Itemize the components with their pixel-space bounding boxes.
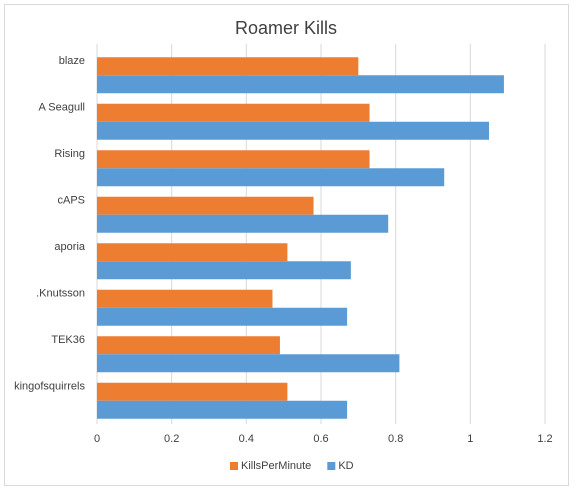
- y-tick-label: A Seagull: [39, 102, 85, 114]
- bar: [97, 382, 288, 401]
- y-tick-label: Rising: [54, 148, 85, 160]
- legend-label: KillsPerMinute: [241, 460, 311, 472]
- x-tick-label: 0.4: [239, 433, 254, 445]
- bar: [97, 214, 389, 233]
- legend-label: KD: [338, 460, 353, 472]
- x-tick-label: 0.2: [164, 433, 179, 445]
- bar: [97, 103, 370, 122]
- bar: [97, 307, 348, 326]
- y-tick-label: aporia: [54, 241, 85, 253]
- bar: [97, 57, 359, 76]
- chart-title: Roamer Kills: [235, 18, 337, 38]
- y-tick-label: cAPS: [57, 195, 85, 207]
- y-tick-label: .Knutsson: [36, 288, 85, 300]
- x-tick-label: 1.2: [537, 433, 552, 445]
- bar: [97, 336, 280, 355]
- bar: [97, 75, 504, 94]
- x-tick-label: 0: [94, 433, 100, 445]
- legend-swatch: [230, 462, 238, 470]
- bar: [97, 400, 348, 419]
- x-tick-label: 1: [467, 433, 473, 445]
- x-tick-label: 0.8: [388, 433, 403, 445]
- bar: [97, 150, 370, 169]
- bar: [97, 196, 314, 215]
- y-tick-label: TEK36: [51, 334, 85, 346]
- bar: [97, 261, 351, 280]
- bar: [97, 168, 445, 187]
- bar: [97, 243, 288, 262]
- legend-swatch: [327, 462, 336, 470]
- y-tick-label: kingofsquirrels: [14, 381, 85, 393]
- y-tick-label: blaze: [59, 55, 85, 67]
- bar: [97, 354, 400, 373]
- bar: [97, 121, 489, 140]
- x-tick-label: 0.6: [313, 433, 328, 445]
- bar: [97, 289, 273, 308]
